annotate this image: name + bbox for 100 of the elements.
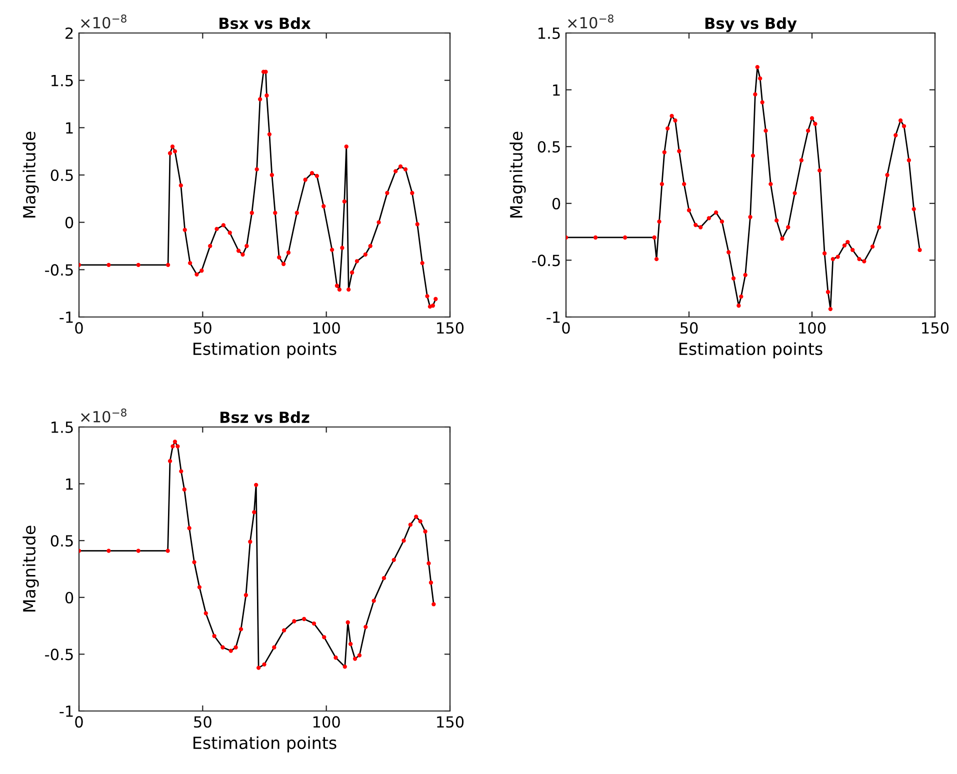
point — [850, 248, 855, 252]
point — [281, 262, 286, 266]
line-series — [79, 71, 436, 308]
text: ×10$^{−8}$ — [568, 14, 614, 29]
point — [270, 172, 274, 178]
point — [277, 255, 282, 260]
point — [666, 126, 670, 131]
point — [236, 248, 241, 253]
point — [743, 272, 748, 278]
point — [842, 243, 847, 248]
x-tick-label: 100 — [799, 322, 826, 334]
y-tick-label: 1.5 — [52, 75, 73, 86]
line-series — [566, 66, 920, 310]
point — [244, 593, 248, 598]
point — [862, 259, 866, 264]
point — [836, 254, 840, 259]
point — [334, 284, 340, 288]
point — [302, 616, 306, 622]
point — [166, 262, 170, 268]
point — [657, 219, 662, 224]
point — [303, 178, 308, 182]
y-axis-title: Magnitude — [22, 526, 39, 612]
point — [898, 118, 903, 123]
point — [106, 262, 111, 268]
point — [426, 561, 431, 566]
y-tick-label: 0 — [65, 216, 74, 228]
point — [402, 538, 406, 543]
point — [368, 244, 372, 248]
y-tick-label: 0.5 — [50, 169, 73, 182]
point — [423, 529, 428, 534]
x-tick-label: 100 — [313, 716, 340, 728]
y-tick-label: -0.5 — [45, 264, 73, 276]
point — [428, 580, 434, 585]
point — [166, 548, 170, 553]
y-tick-label: 1 — [66, 122, 73, 134]
point — [726, 250, 731, 254]
point — [364, 624, 368, 630]
y-tick-label: 0.5 — [538, 141, 560, 153]
point — [870, 244, 875, 249]
point — [182, 228, 187, 232]
point — [662, 150, 666, 154]
point — [906, 158, 912, 162]
point — [272, 645, 276, 650]
point — [254, 167, 259, 172]
x-tick-label: 0 — [75, 322, 83, 334]
point — [220, 645, 225, 650]
chart-title: Bsy vs Bdy — [705, 17, 797, 32]
point — [273, 210, 278, 215]
point — [418, 519, 422, 524]
x-axis-title: Estimation points — [194, 342, 336, 358]
point — [348, 642, 353, 646]
point — [372, 598, 376, 603]
point — [212, 634, 216, 638]
point — [912, 206, 916, 212]
point — [248, 540, 252, 544]
point — [234, 645, 238, 650]
point — [182, 487, 186, 492]
point — [652, 235, 656, 240]
line-series — [79, 441, 434, 669]
point — [780, 236, 784, 241]
point — [885, 172, 890, 178]
point — [403, 167, 408, 172]
point — [208, 244, 212, 248]
point — [221, 223, 226, 228]
x-axis-title: Estimation points — [680, 342, 822, 358]
point — [764, 128, 768, 133]
point — [286, 250, 291, 255]
point — [748, 214, 752, 220]
point — [176, 444, 180, 448]
point — [753, 92, 758, 96]
point — [739, 294, 744, 299]
y-tick-label: 1.5 — [52, 422, 73, 434]
point — [314, 174, 320, 178]
point — [228, 648, 233, 653]
chart-title: Bsz vs Bdz — [220, 411, 310, 424]
x-tick-label: 50 — [680, 322, 698, 334]
point — [357, 653, 362, 658]
point — [385, 190, 390, 196]
point — [322, 635, 326, 640]
point — [593, 235, 598, 240]
point — [686, 208, 692, 212]
point — [252, 510, 256, 514]
point — [758, 76, 762, 81]
point — [750, 154, 756, 158]
point — [828, 306, 833, 312]
point — [425, 294, 430, 298]
point — [340, 246, 344, 250]
point — [352, 656, 358, 661]
y-tick-label: 1.5 — [538, 28, 560, 40]
point — [392, 558, 396, 562]
point — [902, 124, 906, 128]
point — [677, 149, 682, 154]
point — [262, 662, 266, 667]
x-tick-label: 150 — [922, 322, 949, 334]
point — [698, 225, 703, 230]
point — [258, 97, 262, 102]
point — [434, 296, 438, 302]
x-tick-label: 100 — [313, 322, 340, 334]
point — [660, 182, 664, 186]
point — [755, 64, 760, 70]
